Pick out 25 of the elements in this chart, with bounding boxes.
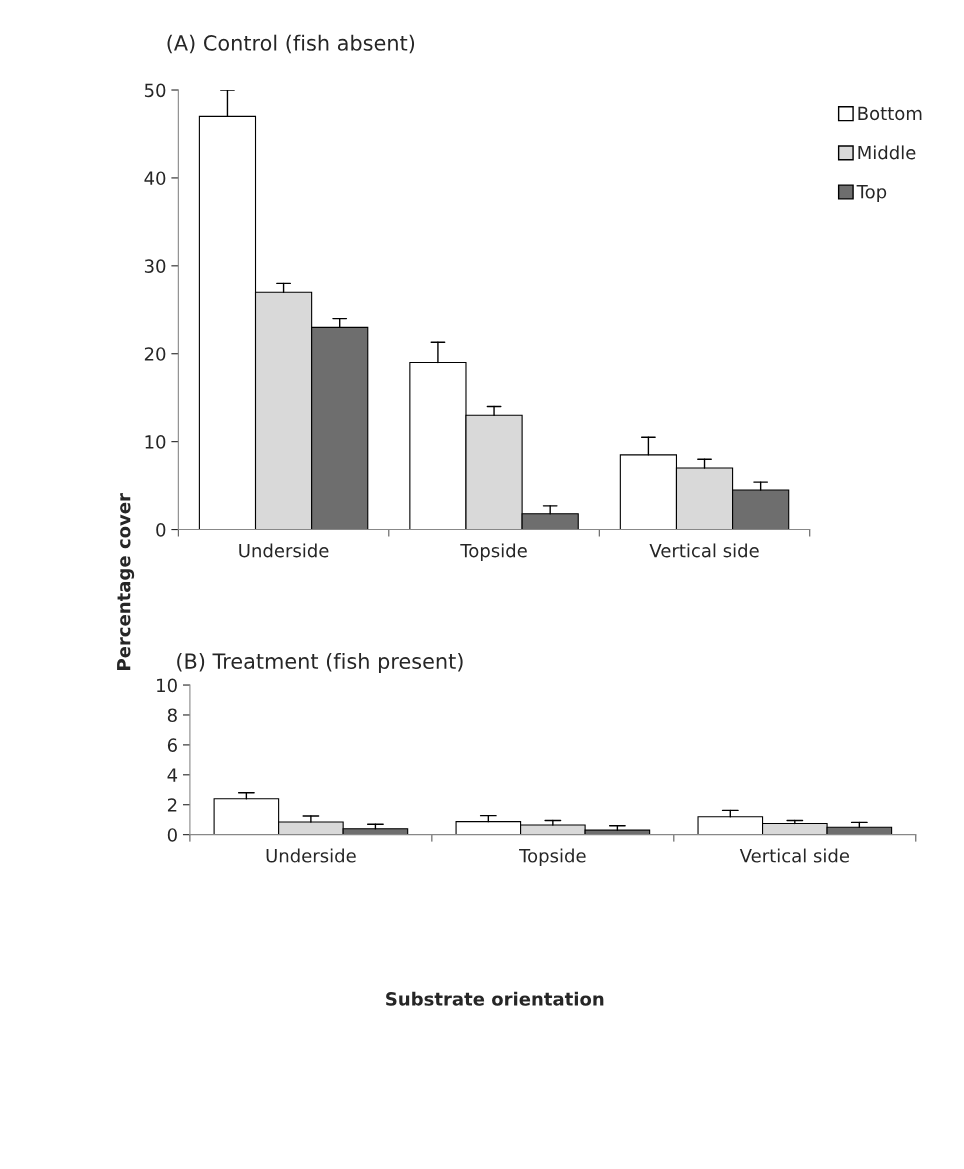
x-tick-label: Underside	[266, 848, 356, 863]
legend-label: Top	[856, 185, 887, 203]
y-tick-label: 0	[156, 523, 166, 537]
y-tick-label: 50	[144, 83, 166, 98]
y-tick-label: 20	[144, 347, 166, 361]
chart-title: (A) Control (fish absent)	[167, 34, 415, 54]
y-tick-label: 0	[167, 828, 177, 842]
x-tick-label: Vertical side	[739, 848, 850, 863]
y-tick-label: 4	[167, 768, 178, 782]
x-tick-label: Topside	[460, 543, 527, 561]
chart-title: (B) Treatment (fish present)	[177, 652, 463, 674]
y-tick-label: 30	[144, 259, 166, 273]
y-tick-label: 6	[167, 738, 177, 752]
y-tick-label: 40	[144, 171, 166, 186]
y-tick-label: 10	[157, 678, 177, 693]
x-tick-label: Underside	[239, 543, 329, 558]
legend-label: Middle	[858, 145, 916, 160]
x-tick-label: Topside	[519, 848, 586, 867]
x-tick-label: Vertical side	[649, 543, 759, 558]
legend-label: Bottom	[858, 106, 922, 121]
y-tick-label: 10	[145, 435, 166, 449]
x-axis-title: Substrate orientation	[386, 991, 604, 1006]
y-axis-title: Percentage cover	[117, 493, 135, 670]
y-tick-label: 2	[167, 798, 177, 812]
y-tick-label: 8	[167, 708, 177, 723]
